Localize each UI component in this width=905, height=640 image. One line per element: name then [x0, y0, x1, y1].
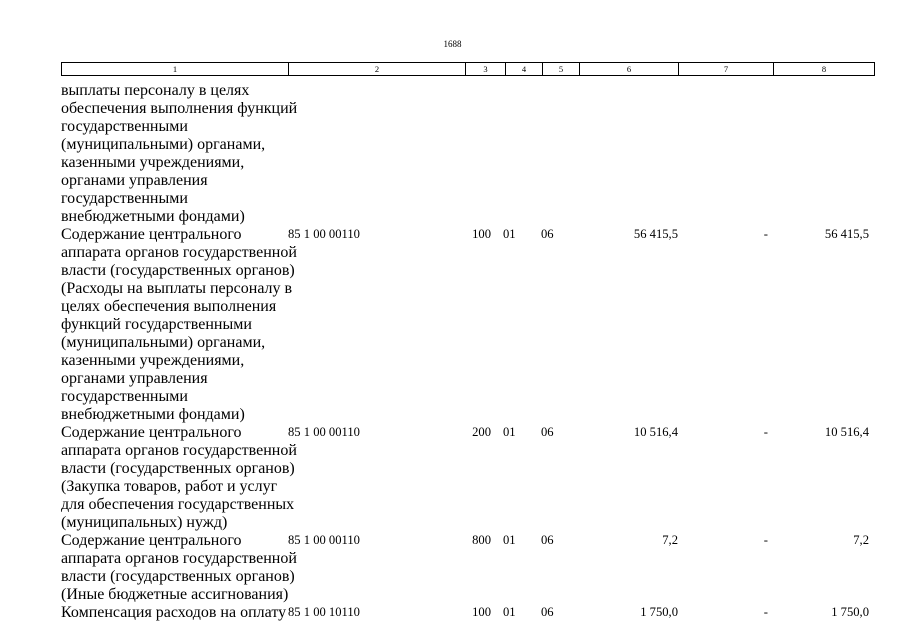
amount-column-7: - [763, 605, 768, 619]
expense-name-line: для обеспечения государственных [61, 496, 295, 513]
expense-name-line: внебюджетными фондами) [61, 406, 245, 423]
amount-column-8: 7,2 [853, 533, 869, 547]
table-row: Компенсация расходов на оплату 85 1 00 1… [61, 604, 874, 622]
expense-name-line: аппарата органов государственной [61, 550, 297, 567]
expense-name-line: выплаты персоналу в целях [61, 82, 250, 99]
table-row: выплаты персоналу в целях обеспечения вы… [61, 82, 874, 226]
column-number: 7 [678, 62, 774, 76]
expense-name-line: государственными [61, 388, 188, 405]
expense-name-line: (Иные бюджетные ассигнования) [61, 586, 289, 603]
page-number: 1688 [443, 39, 462, 49]
amount-column-6: 1 750,0 [640, 605, 678, 619]
expense-name-line: обеспечения выполнения функций [61, 100, 298, 117]
amount-column-7: - [763, 533, 768, 547]
expense-name-line: Содержание центрального [61, 424, 242, 441]
column-number-row: 1 2 3 4 5 6 7 8 [61, 62, 875, 76]
expense-name-line: казенными учреждениями, [61, 154, 245, 171]
section-code: 01 [503, 605, 516, 619]
expense-name-line: (муниципальных) нужд) [61, 514, 228, 531]
expense-name-line: казенными учреждениями, [61, 352, 245, 369]
expense-name: Содержание центрального аппарата органов… [61, 424, 297, 532]
expense-name-line: государственными [61, 190, 188, 207]
expense-name-line: Содержание центрального [61, 226, 242, 243]
table-row: Содержание центрального аппарата органов… [61, 424, 874, 532]
expense-name: Содержание центрального аппарата органов… [61, 532, 297, 604]
expense-type-code: 100 [472, 605, 491, 619]
expense-name-line: аппарата органов государственной [61, 244, 297, 261]
expense-name-line: аппарата органов государственной [61, 442, 297, 459]
target-article-code: 85 1 00 00110 [288, 533, 360, 547]
subsection-code: 06 [541, 425, 554, 439]
amount-column-6: 10 516,4 [633, 425, 678, 439]
expense-name-line: (муниципальными) органами, [61, 136, 266, 153]
column-number: 4 [505, 62, 543, 76]
expense-name: Содержание центрального аппарата органов… [61, 226, 297, 424]
target-article-code: 85 1 00 10110 [288, 605, 360, 619]
amount-column-8: 10 516,4 [824, 425, 869, 439]
expense-name-line: (Расходы на выплаты персоналу в [61, 280, 293, 297]
expense-name-line: органами управления [61, 172, 208, 189]
column-number: 3 [465, 62, 506, 76]
expense-name-line: (Закупка товаров, работ и услуг [61, 478, 278, 495]
expense-type-code: 100 [472, 227, 491, 241]
expense-name-line: Содержание центрального [61, 532, 242, 549]
amount-column-6: 7,2 [662, 533, 678, 547]
column-number: 8 [773, 62, 875, 76]
column-number: 2 [288, 62, 466, 76]
subsection-code: 06 [541, 227, 554, 241]
budget-table-body: выплаты персоналу в целях обеспечения вы… [61, 82, 874, 622]
amount-column-7: - [763, 227, 768, 241]
section-code: 01 [503, 425, 516, 439]
expense-name-line: внебюджетными фондами) [61, 208, 245, 225]
expense-name: Компенсация расходов на оплату [61, 604, 291, 622]
amount-column-7: - [763, 425, 768, 439]
expense-name-line: органами управления [61, 370, 208, 387]
expense-type-code: 200 [472, 425, 491, 439]
amount-column-8: 56 415,5 [824, 227, 869, 241]
expense-name-line: власти (государственных органов) [61, 460, 295, 477]
table-row: Содержание центрального аппарата органов… [61, 226, 874, 424]
subsection-code: 06 [541, 605, 554, 619]
expense-name-line: (муниципальными) органами, [61, 334, 266, 351]
column-number: 1 [61, 62, 289, 76]
column-header-table: 1 2 3 4 5 6 7 8 [61, 62, 875, 76]
amount-column-6: 56 415,5 [633, 227, 678, 241]
column-number: 5 [542, 62, 580, 76]
expense-name-line: власти (государственных органов) [61, 568, 295, 585]
column-number: 6 [579, 62, 679, 76]
expense-name-line: целях обеспечения выполнения [61, 298, 277, 315]
expense-type-code: 800 [472, 533, 491, 547]
amount-column-8: 1 750,0 [831, 605, 869, 619]
subsection-code: 06 [541, 533, 554, 547]
expense-name: выплаты персоналу в целях обеспечения вы… [61, 82, 298, 226]
section-code: 01 [503, 227, 516, 241]
section-code: 01 [503, 533, 516, 547]
expense-name-line: государственными [61, 118, 188, 135]
expense-name-line: власти (государственных органов) [61, 262, 295, 279]
expense-name-line: Компенсация расходов на оплату [61, 604, 287, 621]
target-article-code: 85 1 00 00110 [288, 227, 360, 241]
table-row: Содержание центрального аппарата органов… [61, 532, 874, 604]
expense-name-line: функций государственными [61, 316, 252, 333]
target-article-code: 85 1 00 00110 [288, 425, 360, 439]
